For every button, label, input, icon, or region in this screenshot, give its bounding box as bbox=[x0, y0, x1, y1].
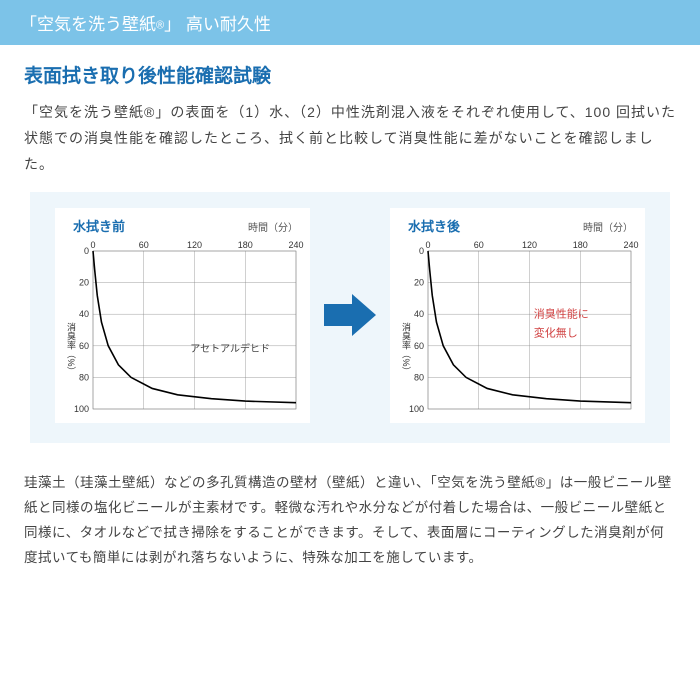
svg-text:100: 100 bbox=[409, 404, 424, 414]
svg-text:180: 180 bbox=[573, 240, 588, 250]
svg-text:240: 240 bbox=[623, 240, 638, 250]
svg-text:100: 100 bbox=[74, 404, 89, 414]
svg-text:消臭率（%）: 消臭率（%） bbox=[401, 321, 411, 375]
chart-before-svg: 0 20 40 60 80 100 0 60 120 180 240 消臭率（%） アセトアルデヒド bbox=[61, 237, 304, 417]
svg-text:120: 120 bbox=[522, 240, 537, 250]
chart-after-title: 水拭き後 bbox=[408, 216, 460, 235]
chart-after: 水拭き後 時間（分） 0 20 40 60 80 100 0 60 120 180 240 消臭率（%… bbox=[390, 208, 645, 423]
svg-text:0: 0 bbox=[90, 240, 95, 250]
svg-text:40: 40 bbox=[79, 309, 89, 319]
svg-text:0: 0 bbox=[425, 240, 430, 250]
svg-text:80: 80 bbox=[79, 372, 89, 382]
svg-text:60: 60 bbox=[79, 340, 89, 350]
svg-text:20: 20 bbox=[414, 277, 424, 287]
svg-text:240: 240 bbox=[288, 240, 303, 250]
chart-area: 水拭き前 時間（分） 0 20 40 60 80 100 0 60 120 180 240 消臭率（%… bbox=[30, 192, 670, 443]
svg-text:60: 60 bbox=[414, 340, 424, 350]
chart-after-xlabel: 時間（分） bbox=[583, 219, 633, 234]
svg-text:0: 0 bbox=[84, 246, 89, 256]
registered-mark: ® bbox=[156, 20, 164, 32]
footer-paragraph: 珪藻土（珪藻土壁紙）などの多孔質構造の壁材（壁紙）と違い、「空気を洗う壁紙®」は… bbox=[0, 453, 700, 571]
svg-text:180: 180 bbox=[238, 240, 253, 250]
svg-text:60: 60 bbox=[139, 240, 149, 250]
main-section: 表面拭き取り後性能確認試験 「空気を洗う壁紙®」の表面を（1）水、（2）中性洗剤… bbox=[0, 45, 700, 453]
svg-text:60: 60 bbox=[474, 240, 484, 250]
chart-after-header: 水拭き後 時間（分） bbox=[396, 216, 639, 237]
svg-text:消臭率（%）: 消臭率（%） bbox=[66, 321, 76, 375]
chart-before: 水拭き前 時間（分） 0 20 40 60 80 100 0 60 120 180 240 消臭率（%… bbox=[55, 208, 310, 423]
chart-before-header: 水拭き前 時間（分） bbox=[61, 216, 304, 237]
svg-text:80: 80 bbox=[414, 372, 424, 382]
chart-before-xlabel: 時間（分） bbox=[248, 219, 298, 234]
section-title: 表面拭き取り後性能確認試験 bbox=[24, 61, 676, 88]
svg-text:変化無し: 変化無し bbox=[534, 325, 578, 339]
header-title-pre: 「空気を洗う壁紙 bbox=[20, 15, 156, 34]
header-bar: 「空気を洗う壁紙®」 高い耐久性 bbox=[0, 0, 700, 45]
chart-after-svg: 0 20 40 60 80 100 0 60 120 180 240 消臭率（%） 消臭性能に変化無し bbox=[396, 237, 639, 417]
svg-text:0: 0 bbox=[419, 246, 424, 256]
chart-before-title: 水拭き前 bbox=[73, 216, 125, 235]
svg-text:アセトアルデヒド: アセトアルデヒド bbox=[190, 342, 270, 355]
header-title-post: 」 高い耐久性 bbox=[164, 15, 271, 34]
svg-text:消臭性能に: 消臭性能に bbox=[534, 306, 589, 320]
svg-text:20: 20 bbox=[79, 277, 89, 287]
svg-text:40: 40 bbox=[414, 309, 424, 319]
svg-text:120: 120 bbox=[187, 240, 202, 250]
section-paragraph: 「空気を洗う壁紙®」の表面を（1）水、（2）中性洗剤混入液をそれぞれ使用して、1… bbox=[24, 100, 676, 178]
arrow-icon bbox=[324, 294, 376, 336]
